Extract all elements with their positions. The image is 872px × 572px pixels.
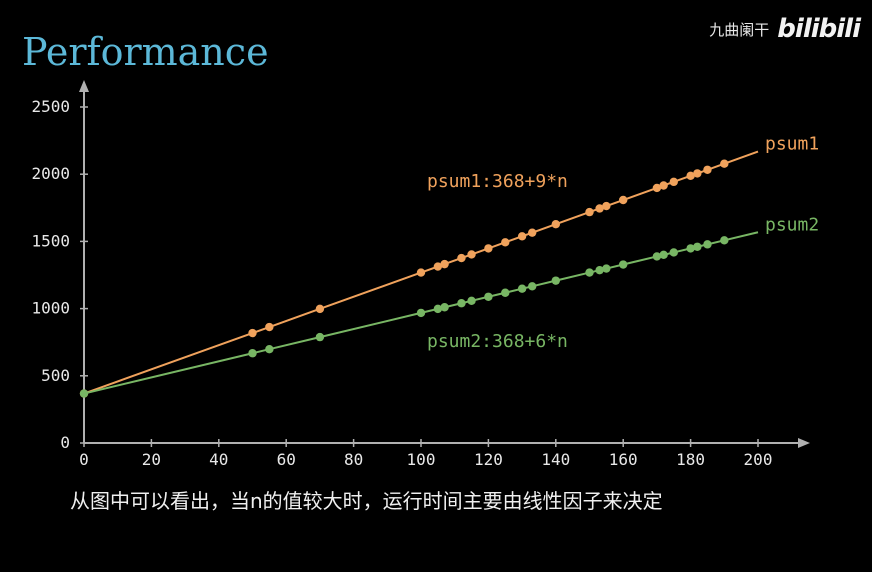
psum2-point: [265, 344, 274, 354]
psum1-point: [652, 183, 662, 193]
psum1-label: psum1: [765, 134, 819, 155]
y-axis-arrow: [79, 80, 89, 92]
y-tick-label: 2000: [31, 164, 70, 183]
watermark: 九曲阑干 bilibili: [709, 14, 861, 44]
psum2-point: [484, 292, 493, 301]
psum1-point: [703, 165, 712, 174]
psum1-point: [551, 219, 560, 229]
psum1-point: [602, 201, 611, 211]
psum1-point: [467, 250, 476, 259]
bilibili-logo: bilibili: [777, 14, 861, 44]
psum2-point: [517, 284, 527, 293]
psum1-point: [720, 159, 729, 168]
x-tick-label: 140: [541, 450, 570, 469]
watermark-text: 九曲阑干: [709, 20, 770, 39]
x-tick-label: 40: [209, 450, 228, 469]
psum1-point: [315, 304, 325, 314]
chart-title: Performance: [22, 30, 269, 74]
psum2-point: [720, 236, 729, 245]
psum1-point: [693, 169, 702, 178]
psum2-point: [595, 265, 604, 275]
y-tick-label: 2500: [31, 97, 70, 116]
psum2-point: [602, 264, 611, 273]
psum2-point: [416, 308, 426, 318]
psum2-point: [457, 299, 466, 308]
x-axis-arrow: [798, 438, 810, 448]
psum2-point: [693, 242, 702, 251]
psum2-label: psum2: [765, 214, 819, 235]
psum1-point: [416, 268, 426, 277]
psum1-point: [484, 244, 493, 253]
psum2-point: [659, 250, 668, 260]
psum2-formula: psum2:368+6*n: [427, 331, 568, 352]
psum2-point: [467, 296, 476, 306]
psum2-point: [315, 332, 325, 342]
psum1-point: [595, 204, 604, 213]
psum2-point: [686, 244, 695, 253]
psum2-start-point: [79, 389, 89, 398]
psum1-point: [265, 322, 274, 332]
x-tick-label: 0: [79, 450, 89, 469]
psum2-point: [619, 260, 628, 269]
x-tick-label: 120: [474, 450, 503, 469]
caption-text: 从图中可以看出，当n的值较大时，运行时间主要由线性因子来决定: [70, 489, 663, 513]
x-tick-label: 60: [277, 450, 296, 469]
psum1-point: [248, 328, 257, 338]
series-labels: psum1 psum1:368+9*n psum2 psum2:368+6*n: [427, 134, 819, 352]
x-tick-label: 160: [609, 450, 638, 469]
psum1-point: [433, 262, 443, 271]
psum1-formula: psum1:368+9*n: [427, 171, 568, 192]
psum1-point: [686, 171, 695, 181]
psum2-point: [703, 240, 712, 249]
psum2-point: [433, 304, 443, 314]
psum2-point: [248, 349, 257, 358]
x-tick-label: 80: [344, 450, 363, 469]
x-tick-label: 100: [407, 450, 436, 469]
psum2-point: [551, 276, 560, 285]
axes: [79, 80, 810, 448]
y-tick-label: 1000: [31, 299, 70, 318]
y-tick-label: 500: [41, 366, 70, 385]
psum2-point: [440, 303, 449, 312]
psum1-point: [585, 207, 594, 217]
psum1-point: [528, 228, 537, 237]
tick-labels: 0 20 40 60 80 100 120 140 160 180 2000500100015002…: [31, 97, 772, 469]
psum2-point: [585, 268, 594, 277]
y-tick-label: 1500: [31, 231, 70, 250]
psum1-point: [659, 181, 668, 190]
x-tick-label: 200: [744, 450, 773, 469]
psum1-point: [501, 238, 510, 247]
series-layer: [79, 150, 759, 398]
psum2-point: [652, 252, 662, 261]
psum1-point: [619, 195, 628, 205]
psum1-point: [440, 259, 449, 269]
psum2-point: [528, 282, 537, 291]
psum1-point: [457, 253, 466, 263]
psum1-point: [669, 177, 678, 187]
y-tick-label: 0: [60, 433, 70, 452]
psum2-point: [501, 288, 510, 297]
x-tick-label: 180: [676, 450, 705, 469]
psum2-point: [669, 248, 678, 257]
psum1-point: [517, 232, 527, 241]
x-tick-label: 20: [142, 450, 161, 469]
